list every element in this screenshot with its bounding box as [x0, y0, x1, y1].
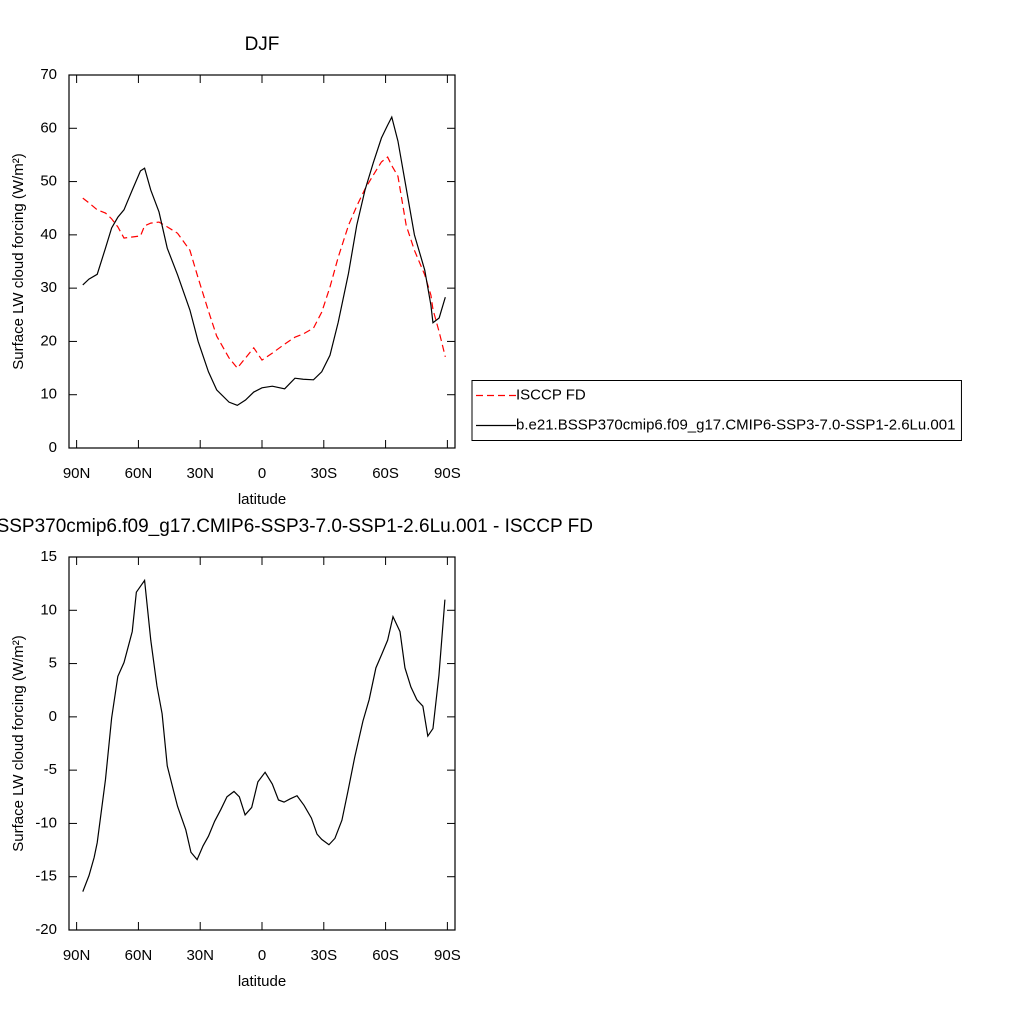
x-tick-label: 0	[258, 947, 266, 964]
x-tick-label: 30S	[310, 947, 337, 964]
y-tick-label: 60	[40, 119, 57, 136]
y-tick-label: 15	[40, 548, 57, 565]
y-tick-label: -15	[35, 868, 57, 885]
y-tick-label: 30	[40, 279, 57, 296]
plot-frame	[68, 556, 456, 931]
y-tick-label: 40	[40, 226, 57, 243]
y-tick-label: 20	[40, 332, 57, 349]
legend: ISCCP FD b.e21.BSSP370cmip6.f09_g17.CMIP6…	[471, 380, 962, 441]
x-tick-label: 30N	[186, 947, 214, 964]
plot-frame	[68, 74, 456, 449]
legend-label: b.e21.BSSP370cmip6.f09_g17.CMIP6-SSP3-7.…	[516, 416, 955, 433]
data-line	[82, 578, 446, 892]
x-tick-label: 60S	[372, 465, 399, 482]
y-tick-label: -20	[35, 921, 57, 938]
y-tick-label: 70	[40, 66, 57, 83]
y-tick-label: 0	[49, 439, 57, 456]
y-axis-label: Surface LW cloud forcing (W/m²)	[10, 635, 27, 851]
legend-box	[471, 380, 962, 441]
y-tick-label: 0	[49, 708, 57, 725]
y-tick-label: 10	[40, 601, 57, 618]
x-tick-label: 60S	[372, 947, 399, 964]
data-line	[82, 115, 446, 407]
x-tick-label: 60N	[125, 947, 153, 964]
x-tick-label: 30N	[186, 465, 214, 482]
x-tick-label: 30S	[310, 465, 337, 482]
x-axis-label: latitude	[238, 973, 286, 990]
data-line	[82, 156, 446, 370]
y-axis-label: Surface LW cloud forcing (W/m²)	[10, 153, 27, 369]
y-tick-label: -5	[44, 761, 57, 778]
chart-title: b.e21.BSSP370cmip6.f09_g17.CMIP6-SSP3-7.…	[0, 516, 593, 537]
y-tick-label: 5	[49, 655, 57, 672]
x-tick-label: 90S	[434, 465, 461, 482]
y-tick-label: 50	[40, 173, 57, 190]
x-tick-label: 60N	[125, 465, 153, 482]
legend-label: ISCCP FD	[516, 386, 586, 403]
y-tick-label: -10	[35, 814, 57, 831]
x-tick-label: 90N	[63, 465, 91, 482]
x-tick-label: 0	[258, 465, 266, 482]
x-tick-label: 90N	[63, 947, 91, 964]
y-tick-label: 10	[40, 386, 57, 403]
x-tick-label: 90S	[434, 947, 461, 964]
x-axis-label: latitude	[238, 491, 286, 508]
chart-title: DJF	[245, 34, 280, 55]
